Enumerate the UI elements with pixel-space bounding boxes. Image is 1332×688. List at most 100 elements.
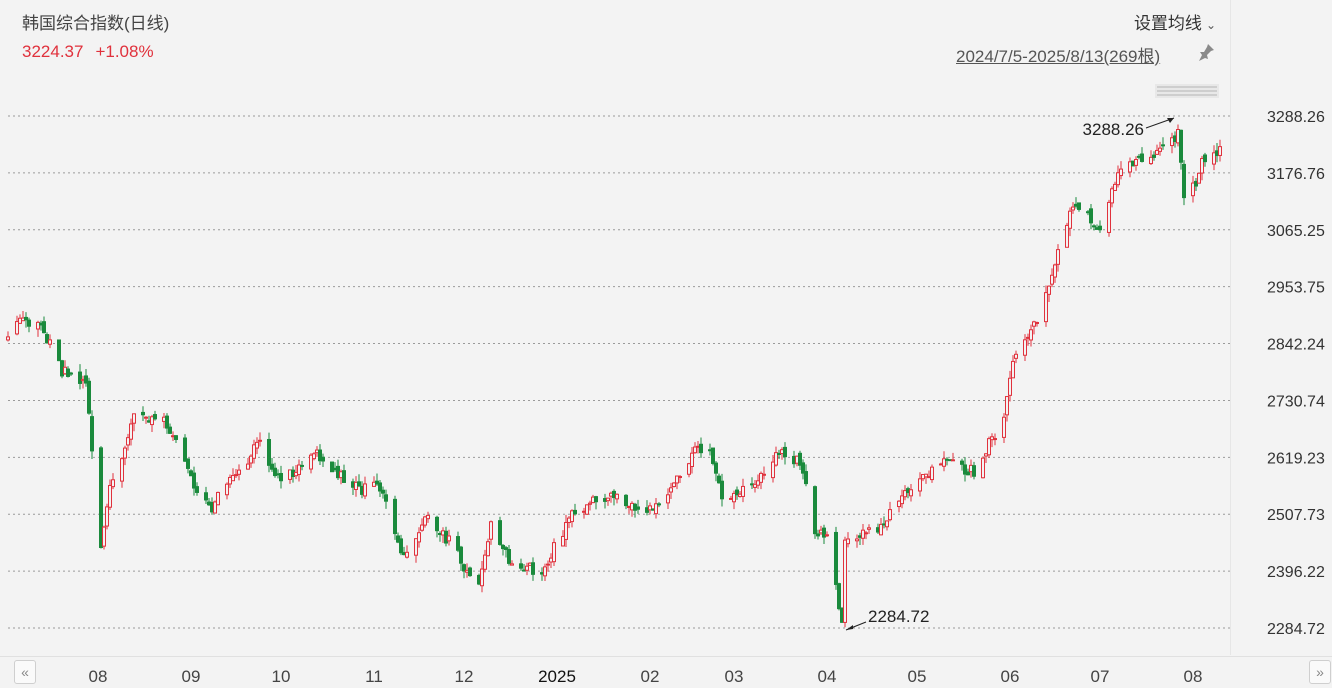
candle [1071, 202, 1075, 214]
y-tick-label: 2619.23 [1267, 450, 1325, 467]
candle [1149, 150, 1153, 166]
candle [615, 493, 619, 504]
candle [771, 455, 775, 483]
candle [1098, 220, 1102, 233]
candle [855, 534, 859, 548]
candle [435, 515, 439, 538]
candle [867, 524, 871, 535]
y-tick-label: 3065.25 [1267, 223, 1325, 240]
candle [489, 520, 493, 545]
candle [918, 472, 922, 497]
scroll-grip[interactable] [1155, 84, 1219, 98]
pin-icon[interactable] [1196, 42, 1216, 62]
date-range-link[interactable]: 2024/7/5-2025/8/13(269根) [956, 47, 1161, 66]
candle [900, 489, 904, 509]
candle [1002, 413, 1006, 443]
annotation-arrowhead [846, 625, 853, 630]
candle [993, 433, 997, 446]
x-tick-label: 04 [818, 667, 837, 686]
candle [561, 530, 565, 547]
candle [606, 497, 610, 506]
candle [36, 320, 40, 337]
candle [498, 516, 502, 546]
candle [309, 453, 313, 474]
candle [669, 482, 673, 500]
candle [519, 558, 523, 571]
candle [657, 502, 661, 508]
candle [654, 497, 658, 519]
candle [564, 514, 568, 547]
candle [27, 317, 31, 333]
x-tick-label: 09 [182, 667, 201, 686]
candle [783, 442, 787, 465]
max-label: 3288.26 [1083, 120, 1144, 139]
candle [123, 445, 127, 466]
x-tick-label: 06 [1001, 667, 1020, 686]
candle [753, 480, 757, 493]
candle [204, 486, 208, 504]
candle [246, 458, 250, 470]
candle [951, 452, 955, 462]
candle [1134, 156, 1138, 171]
candle [843, 536, 847, 628]
candle [624, 494, 628, 510]
candle [420, 518, 424, 532]
candle [1155, 144, 1159, 155]
candle [732, 490, 736, 510]
candle [1077, 202, 1081, 212]
candle [252, 439, 256, 464]
candle [879, 517, 883, 536]
candle [234, 468, 238, 478]
candle [1191, 175, 1195, 203]
candle [141, 406, 145, 421]
candle [192, 466, 196, 496]
candle [102, 525, 106, 550]
double-chevron-left-icon[interactable]: « [14, 660, 36, 684]
candle [1179, 129, 1183, 170]
candle [1116, 165, 1120, 188]
candle [804, 464, 808, 487]
candle [267, 432, 271, 473]
candle [1152, 151, 1156, 161]
candle [648, 502, 652, 515]
candle [273, 462, 277, 478]
x-tick-label: 02 [641, 667, 660, 686]
candle [231, 468, 235, 482]
candle [15, 315, 19, 336]
y-tick-label: 3176.76 [1267, 166, 1325, 183]
candle [42, 316, 46, 334]
double-chevron-right-icon[interactable]: » [1309, 660, 1331, 684]
candle [1023, 334, 1027, 362]
candle [174, 434, 178, 444]
candle [675, 475, 679, 490]
candle [816, 529, 820, 540]
candle [1050, 268, 1054, 288]
candle [1068, 207, 1072, 237]
y-tick-label: 2842.24 [1267, 337, 1325, 354]
candle [987, 436, 991, 458]
candle [423, 515, 427, 528]
candle [1200, 155, 1204, 181]
candle [588, 500, 592, 511]
candle [552, 538, 556, 567]
candle [594, 495, 598, 510]
candle [603, 493, 607, 509]
x-tick-label: 05 [908, 667, 927, 686]
candle [1065, 222, 1069, 248]
candle [735, 486, 739, 500]
candle [924, 473, 928, 484]
candle [216, 491, 220, 506]
candle [633, 502, 637, 518]
y-tick-label: 2507.73 [1267, 507, 1325, 524]
candle [720, 473, 724, 507]
candle [570, 509, 574, 528]
candle [84, 369, 88, 387]
candle [168, 423, 172, 434]
candle [144, 416, 148, 424]
y-tick-label: 2953.75 [1267, 280, 1325, 297]
candle [270, 457, 274, 472]
ma-settings-button[interactable]: 设置均线 ⌄ [1134, 9, 1216, 34]
candle [225, 482, 229, 500]
candle [501, 544, 505, 556]
candle [297, 459, 301, 482]
